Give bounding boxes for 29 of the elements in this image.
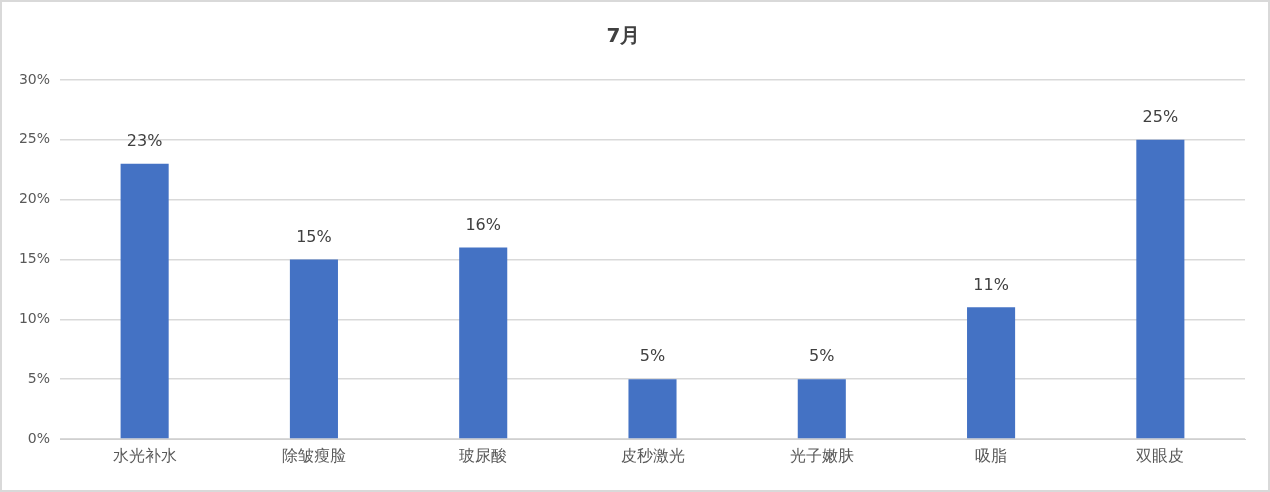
data-label: 11% [973, 274, 1009, 294]
x-tick-label: 水光补水 [112, 445, 177, 465]
x-tick-label: 除皱瘦脸 [281, 445, 346, 465]
x-tick-label: 皮秒激光 [620, 445, 685, 465]
bar [967, 307, 1016, 439]
bar [120, 163, 169, 439]
data-label: 5% [809, 346, 835, 366]
bar [289, 259, 338, 439]
y-tick-label: 5% [27, 369, 50, 386]
data-label: 23% [126, 130, 163, 150]
chart-title: 7月 [606, 23, 641, 48]
bar [1136, 139, 1185, 439]
x-tick-label: 双眼皮 [1136, 445, 1185, 465]
x-tick-label: 玻尿酸 [459, 445, 508, 465]
data-label: 5% [639, 346, 666, 366]
bar [797, 379, 846, 439]
y-tick-label: 0% [27, 429, 50, 446]
y-tick-label: 10% [18, 309, 50, 326]
data-label: 25% [1142, 106, 1179, 126]
y-tick-label: 30% [18, 70, 50, 87]
y-tick-label: 20% [18, 190, 50, 207]
bar [628, 379, 677, 439]
x-tick-label: 光子嫩肤 [789, 445, 854, 465]
data-label: 15% [296, 226, 332, 246]
bar [459, 247, 508, 439]
x-tick-label: 吸脂 [975, 445, 1008, 465]
y-tick-label: 15% [18, 250, 50, 267]
y-tick-label: 25% [18, 130, 50, 147]
data-label: 16% [465, 214, 501, 234]
